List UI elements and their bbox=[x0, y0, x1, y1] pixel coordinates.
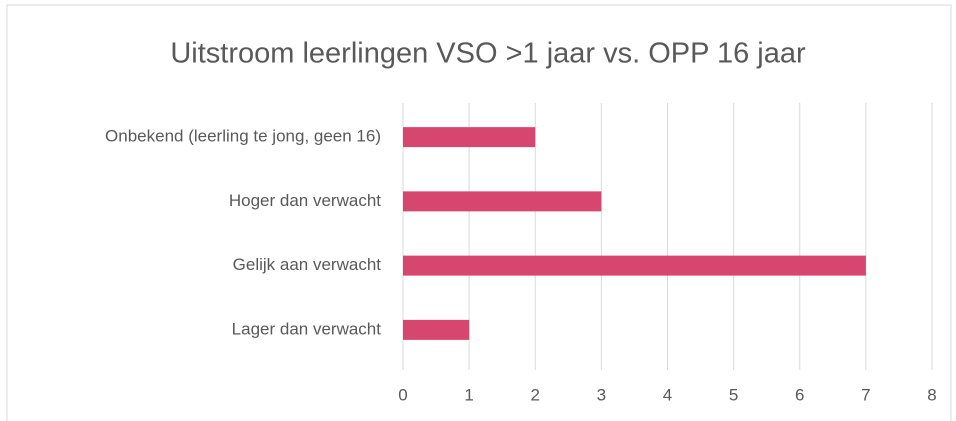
x-tick-label: 0 bbox=[398, 385, 407, 404]
chart-frame bbox=[6, 4, 952, 421]
bar bbox=[403, 127, 536, 148]
x-tick-label: 1 bbox=[464, 385, 473, 404]
y-tick-label: Gelijk aan verwacht bbox=[233, 255, 382, 274]
y-tick-label: Onbekend (leerling te jong, geen 16) bbox=[105, 127, 381, 146]
x-tick-label: 7 bbox=[861, 385, 870, 404]
chart-title: Uitstroom leerlingen VSO >1 jaar vs. OPP… bbox=[170, 38, 806, 70]
x-tick-label: 3 bbox=[597, 385, 606, 404]
x-tick-label: 5 bbox=[729, 385, 738, 404]
x-tick-label: 6 bbox=[795, 385, 804, 404]
bar bbox=[403, 255, 866, 276]
y-tick-label: Lager dan verwacht bbox=[232, 319, 382, 338]
y-tick-label: Hoger dan verwacht bbox=[229, 191, 381, 210]
bar bbox=[403, 319, 470, 340]
x-tick-label: 8 bbox=[927, 385, 936, 404]
x-tick-label: 4 bbox=[663, 385, 672, 404]
bar bbox=[403, 191, 602, 212]
x-tick-label: 2 bbox=[531, 385, 540, 404]
